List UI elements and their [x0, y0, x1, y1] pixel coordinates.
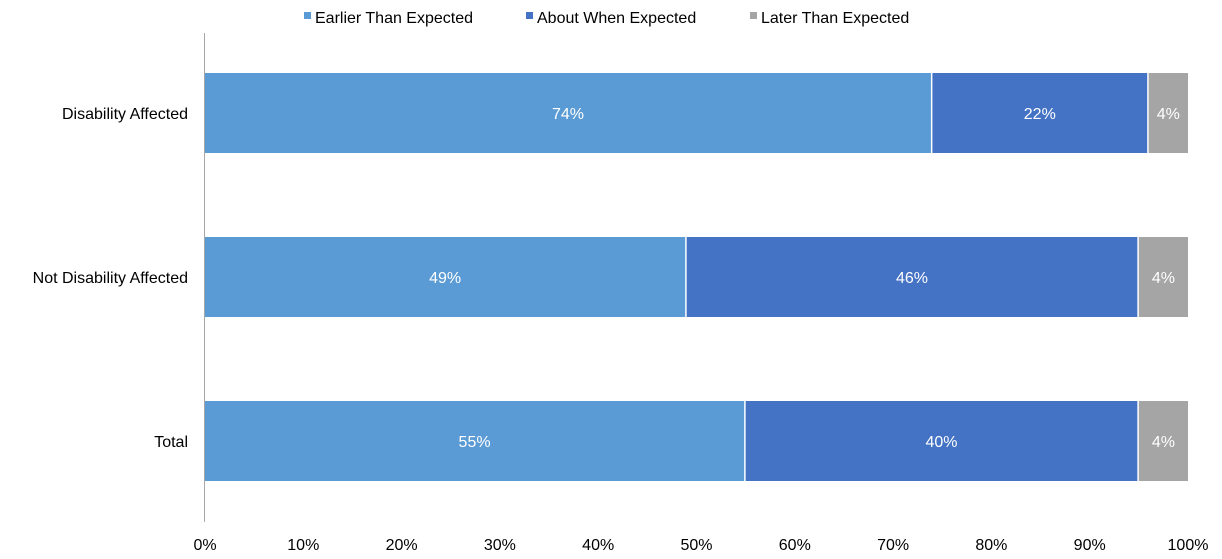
legend: Earlier Than Expected About When Expected…: [304, 10, 909, 27]
x-tick-label: 20%: [386, 537, 418, 554]
bars: [205, 73, 1188, 481]
category-labels: Disability Affected Not Disability Affect…: [33, 106, 188, 451]
bar-later-than-expected-disability-affected: [1148, 73, 1188, 153]
x-axis-ticks: 0% 10% 20% 30% 40% 50% 60% 70% 80% 90% 100%: [193, 537, 1208, 554]
legend-swatch: [750, 12, 757, 19]
x-tick-label: 10%: [287, 537, 319, 554]
bar-earlier-than-expected-disability-affected: [205, 73, 931, 153]
data-label: 55%: [459, 434, 491, 451]
data-label: 4%: [1152, 434, 1175, 451]
data-label: 74%: [552, 106, 584, 123]
x-tick-label: 0%: [193, 537, 216, 554]
legend-item: About When Expected: [526, 10, 696, 27]
bar-later-than-expected-not-disability-affected: [1138, 237, 1188, 317]
category-label: Disability Affected: [62, 106, 188, 123]
x-tick-label: 30%: [484, 537, 516, 554]
x-tick-label: 50%: [680, 537, 712, 554]
bar-about-when-expected-total: [745, 401, 1138, 481]
data-label: 40%: [925, 434, 957, 451]
legend-item: Later Than Expected: [750, 10, 909, 27]
legend-label: Earlier Than Expected: [315, 10, 473, 27]
bar-earlier-than-expected-not-disability-affected: [205, 237, 686, 317]
x-tick-label: 70%: [877, 537, 909, 554]
legend-item: Earlier Than Expected: [304, 10, 473, 27]
category-label: Not Disability Affected: [33, 270, 188, 287]
legend-label: Later Than Expected: [761, 10, 909, 27]
legend-swatch: [526, 12, 533, 19]
bar-earlier-than-expected-total: [205, 401, 745, 481]
data-label: 46%: [896, 270, 928, 287]
data-label: 4%: [1152, 270, 1175, 287]
x-tick-label: 90%: [1074, 537, 1106, 554]
bar-about-when-expected-disability-affected: [932, 73, 1148, 153]
legend-swatch: [304, 12, 311, 19]
legend-label: About When Expected: [537, 10, 696, 27]
x-tick-label: 40%: [582, 537, 614, 554]
x-tick-label: 100%: [1168, 537, 1209, 554]
data-label: 22%: [1024, 106, 1056, 123]
bar-later-than-expected-total: [1138, 401, 1188, 481]
x-tick-label: 60%: [779, 537, 811, 554]
bar-about-when-expected-not-disability-affected: [686, 237, 1138, 317]
data-label: 4%: [1157, 106, 1180, 123]
data-label: 49%: [429, 270, 461, 287]
x-tick-label: 80%: [975, 537, 1007, 554]
data-labels: 74% 22% 4% 49% 46% 4% 55% 40% 4%: [429, 106, 1180, 451]
category-label: Total: [154, 434, 188, 451]
